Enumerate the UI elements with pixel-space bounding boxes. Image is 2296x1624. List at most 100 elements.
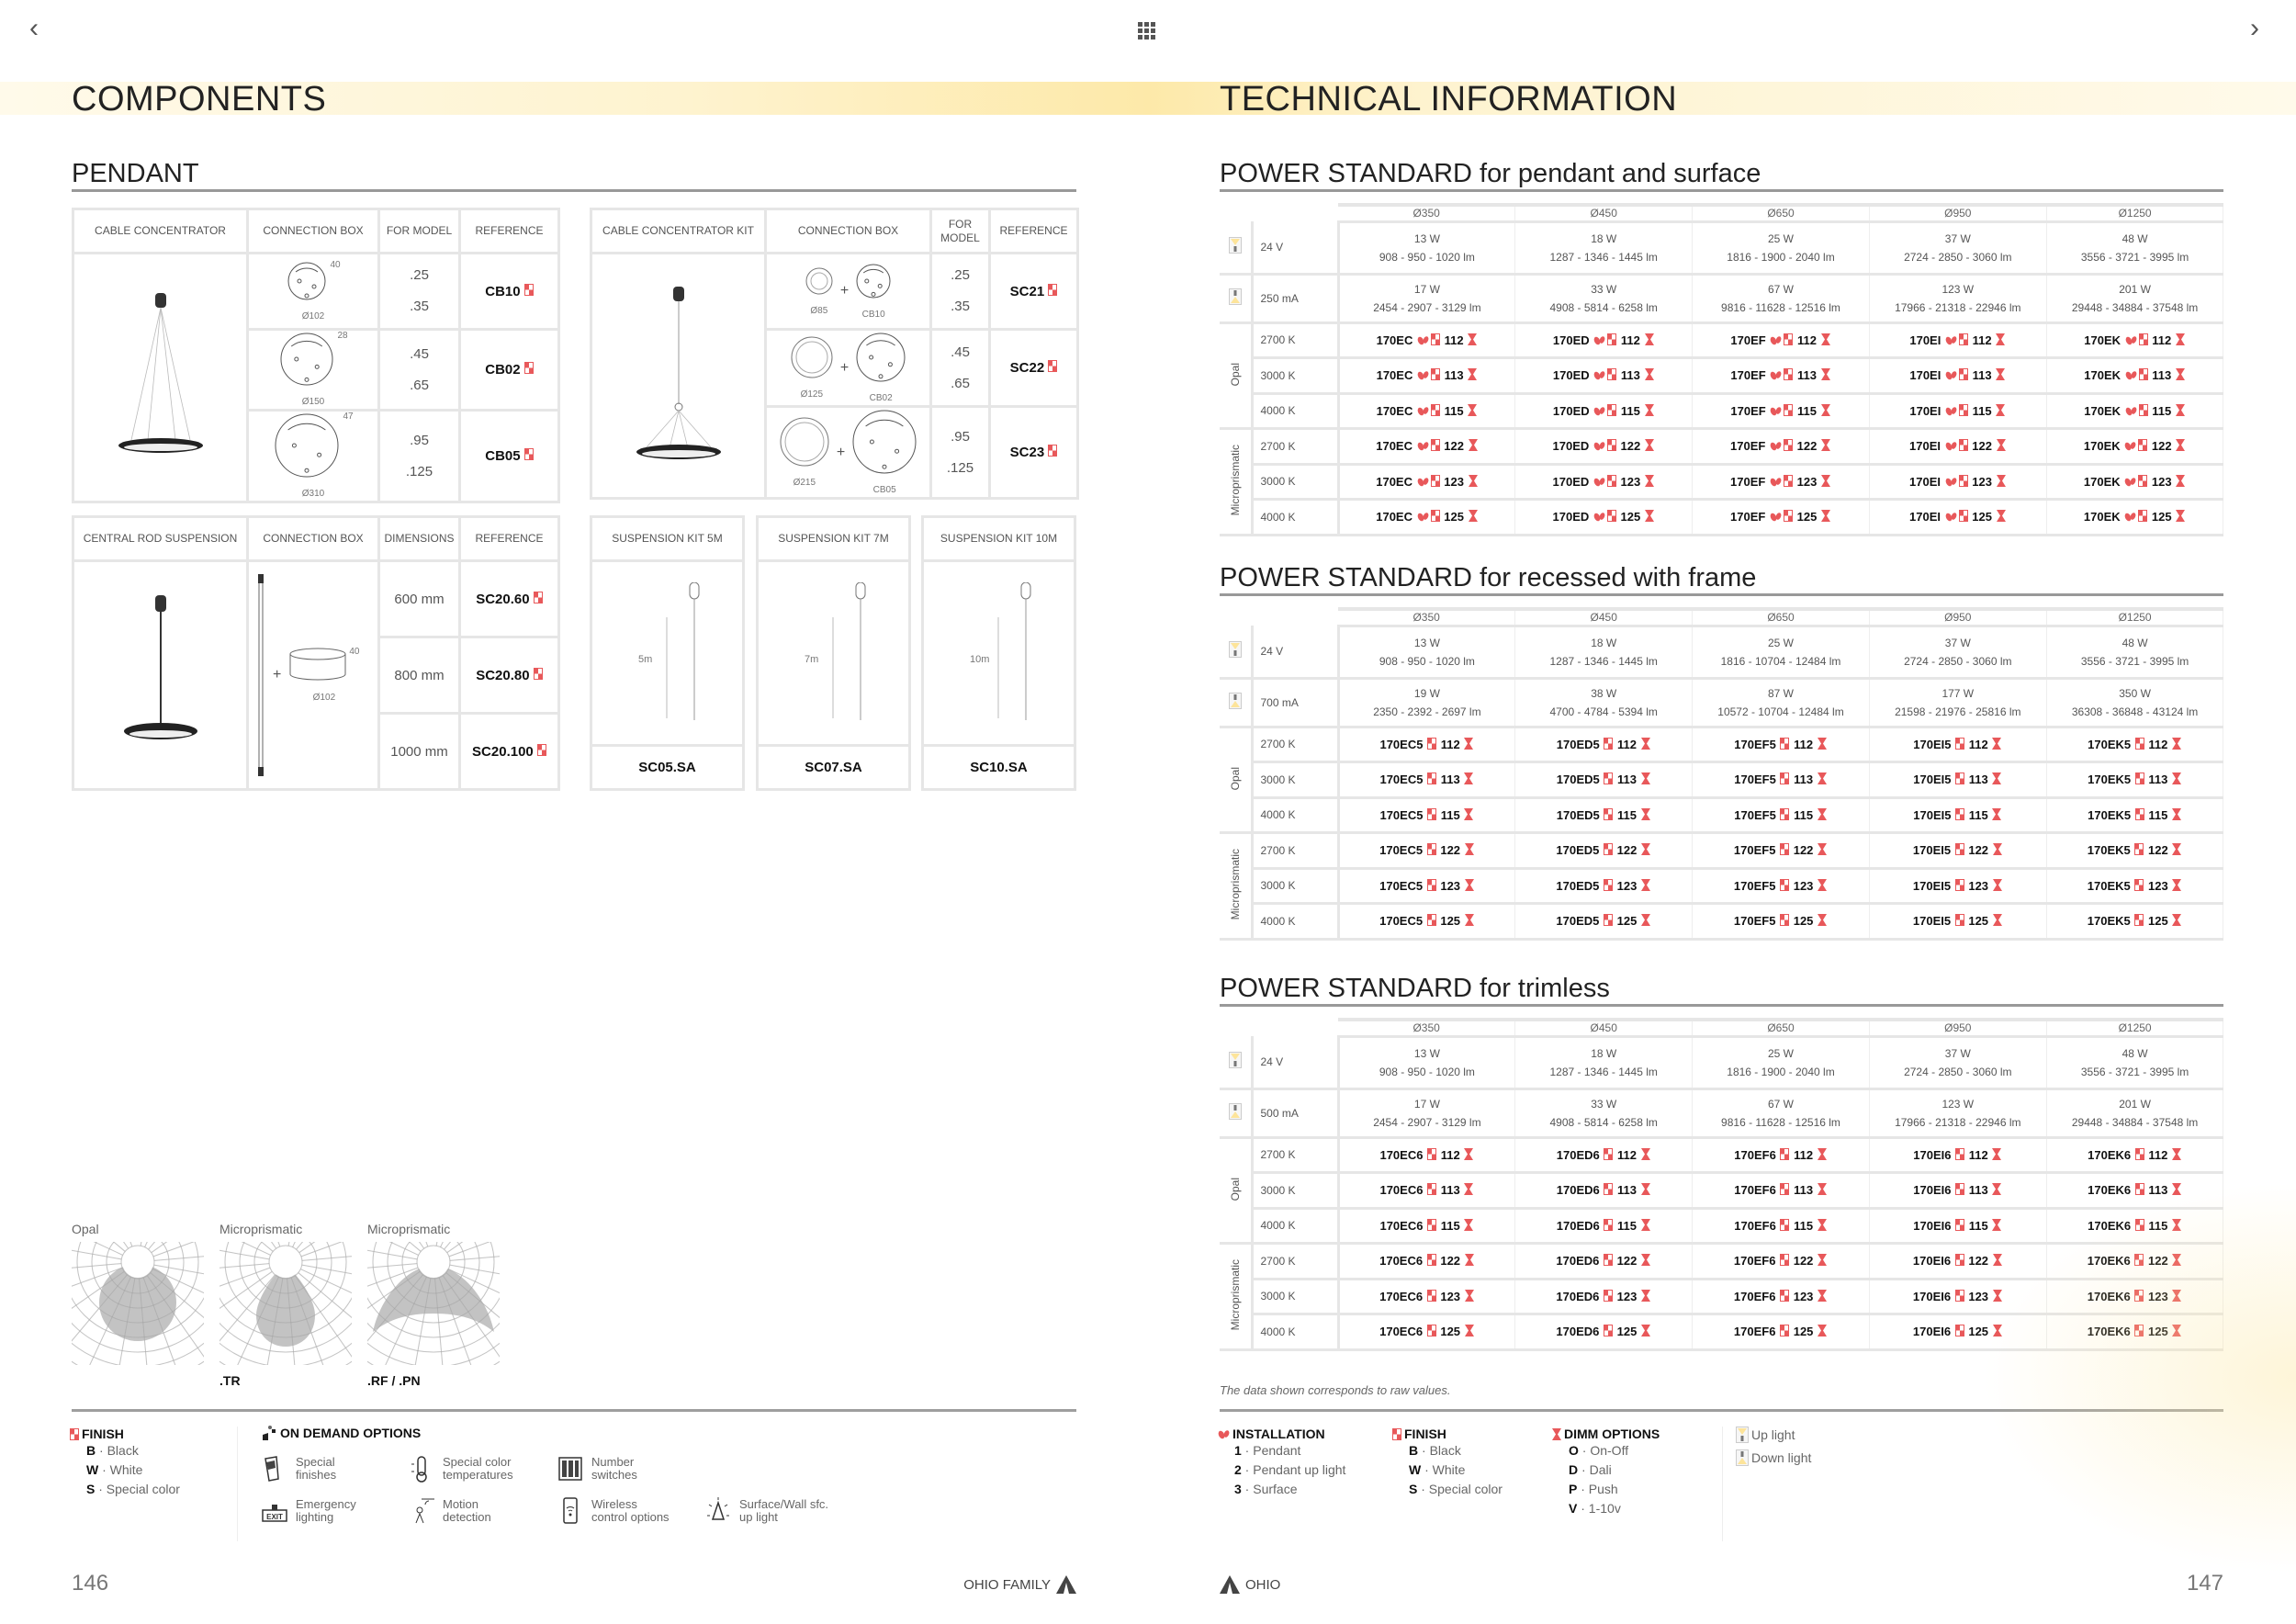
lumen-range: 1287 - 1346 - 1445 lm bbox=[1549, 250, 1658, 264]
legend-value: Black bbox=[1429, 1443, 1461, 1458]
diameter-header: Ø450 bbox=[1514, 203, 1694, 223]
product-code-cell: 170EC 112 bbox=[1338, 322, 1516, 359]
power-cell: 37 W 2724 - 2850 - 3060 lm bbox=[1869, 1036, 2047, 1090]
group-label: Microprismatic bbox=[1228, 445, 1242, 516]
suspension-wire-drawing bbox=[689, 582, 700, 720]
finish-icon bbox=[1604, 1183, 1614, 1196]
finish-icon bbox=[1426, 1325, 1436, 1337]
model-code: 170EF5 bbox=[1733, 914, 1776, 929]
color-temperature: 3000 K bbox=[1252, 464, 1340, 501]
connection-box-drawing bbox=[287, 262, 326, 299]
reference-code: SC10.SA bbox=[970, 760, 1028, 775]
finish-icon bbox=[2134, 878, 2144, 891]
wattage: 201 W bbox=[2119, 282, 2151, 296]
product-code-cell: 170EK5 113 bbox=[2046, 761, 2224, 799]
code-row: 3000 K 170EC 123 170ED 123 170EF 123 170E… bbox=[1220, 464, 2224, 501]
code-suffix: 115 bbox=[1440, 1218, 1460, 1233]
code-suffix: 112 bbox=[1617, 737, 1637, 751]
finish-icon bbox=[1783, 439, 1793, 452]
legend-key: O bbox=[1569, 1443, 1579, 1458]
power-cell: 25 W 1816 - 1900 - 2040 lm bbox=[1692, 221, 1870, 276]
dimming-icon bbox=[1818, 1325, 1828, 1337]
wall-uplight-icon bbox=[707, 1497, 729, 1520]
wattage: 87 W bbox=[1767, 686, 1794, 700]
code-row: 4000 K 170EC 115 170ED 115 170EF 115 170E… bbox=[1220, 393, 2224, 430]
code-suffix: 122 bbox=[1616, 1254, 1638, 1269]
dimming-icon bbox=[1820, 403, 1830, 416]
power-row: 700 mA 19 W 2350 - 2392 - 2697 lm 38 W 4700 … bbox=[1220, 678, 2224, 728]
down-light-icon bbox=[1736, 1449, 1749, 1466]
lumen-range: 29448 - 34884 - 37548 lm bbox=[2071, 300, 2199, 314]
product-code-cell: 170EC 125 bbox=[1338, 499, 1516, 536]
finish-title: FINISH bbox=[1404, 1427, 1446, 1441]
finish-icon bbox=[1784, 403, 1794, 416]
dimm-item: D · Dali bbox=[1569, 1462, 1612, 1477]
lumen-range: 3556 - 3721 - 3995 lm bbox=[2080, 250, 2189, 264]
color-temperature: 2700 K bbox=[1252, 1243, 1340, 1280]
dimming-icon bbox=[1996, 439, 2006, 452]
reference-code: CB10 bbox=[485, 283, 521, 299]
dimming-icon bbox=[1552, 1427, 1561, 1440]
diffuser-code: .RF / .PN bbox=[367, 1373, 421, 1388]
dimming-icon bbox=[1817, 737, 1827, 750]
dimming-icon bbox=[1992, 737, 2002, 750]
installation-icon bbox=[2125, 371, 2137, 380]
model-code: 170ED bbox=[1552, 439, 1590, 454]
power-cell: 201 W 29448 - 34884 - 37548 lm bbox=[2046, 1088, 2224, 1139]
suspension-kits: SUSPENSION KIT 5m 5m SC05.SA SUSPENSION KIT… bbox=[590, 515, 1076, 791]
dimming-icon bbox=[1818, 914, 1828, 927]
dimming-icon bbox=[2172, 1325, 2182, 1337]
model-code: 170ED bbox=[1552, 333, 1590, 347]
code-suffix: 112 bbox=[1794, 1147, 1814, 1162]
power-cell: 25 W 1816 - 1900 - 2040 lm bbox=[1692, 1036, 1870, 1090]
ring-diameter-label: Ø215 bbox=[793, 478, 816, 488]
finish-icon bbox=[2138, 403, 2148, 416]
connection-box-drawing bbox=[852, 410, 917, 474]
dimm-item: P · Push bbox=[1569, 1482, 1618, 1496]
next-page-button[interactable]: › bbox=[2250, 13, 2259, 44]
reference-cell: CB10 bbox=[458, 252, 560, 331]
option-line-2: up light bbox=[739, 1510, 778, 1524]
on-demand-option: Special color temperatures bbox=[408, 1455, 555, 1483]
kit-drawing-cell: 10m bbox=[921, 559, 1076, 747]
ring-diameter-label: Ø85 bbox=[810, 305, 828, 316]
divider bbox=[72, 1409, 1076, 1412]
up-light-icon bbox=[1736, 1427, 1749, 1443]
wattage: 67 W bbox=[1767, 282, 1794, 296]
product-code-cell: 170EC6 125 bbox=[1338, 1314, 1516, 1351]
legend-key: V bbox=[1569, 1501, 1578, 1516]
dimming-icon bbox=[2172, 878, 2182, 891]
code-row: 4000 K 170EC6 125 170ED6 125 170EF6 125 1… bbox=[1220, 1314, 2224, 1351]
previous-page-button[interactable]: ‹ bbox=[29, 13, 39, 44]
suspension-kit-card: SUSPENSION KIT 5m 5m SC05.SA bbox=[590, 515, 745, 791]
product-code-cell: 170EK6 122 bbox=[2046, 1243, 2224, 1280]
grid-menu-button[interactable] bbox=[1138, 22, 1156, 45]
dimming-icon bbox=[1640, 1183, 1650, 1196]
legend-value: Pendant bbox=[1253, 1443, 1301, 1458]
power-row: 24 V 13 W 908 - 950 - 1020 lm 18 W 1287 - 13… bbox=[1220, 626, 2224, 680]
power-table-section: POWER STANDARD for pendant and surface Ø3… bbox=[1220, 160, 2224, 536]
code-suffix: 115 bbox=[1620, 403, 1640, 418]
model-cell: .45 .65 bbox=[377, 328, 461, 412]
product-code-cell: 170ED5 122 bbox=[1514, 832, 1694, 870]
product-code-cell: 170EK 125 bbox=[2046, 499, 2224, 536]
code-suffix: 115 bbox=[1617, 1218, 1637, 1233]
product-code-cell: 170EF5 122 bbox=[1692, 832, 1870, 870]
lumen-range: 17966 - 21318 - 22946 lm bbox=[1895, 1115, 2021, 1129]
dimming-icon bbox=[1996, 510, 2006, 523]
option-line-1: Number bbox=[591, 1455, 635, 1469]
finish-icon bbox=[1430, 439, 1440, 452]
dimming-icon bbox=[1992, 914, 2002, 927]
finish-icon bbox=[2134, 1218, 2144, 1231]
code-suffix: 125 bbox=[2148, 1325, 2168, 1339]
model-code: 170EK6 bbox=[2087, 1254, 2131, 1269]
finish-icon bbox=[1604, 1147, 1614, 1160]
down-light-icon bbox=[1228, 1103, 1242, 1120]
code-suffix: 125 bbox=[1968, 1325, 1989, 1339]
product-code-cell: 170EF5 123 bbox=[1692, 868, 1870, 905]
diameter-header: Ø350 bbox=[1338, 607, 1516, 627]
product-code-cell: 170EK5 112 bbox=[2046, 727, 2224, 763]
model-code: 170EI6 bbox=[1913, 1183, 1952, 1198]
finish-value: Black bbox=[107, 1443, 139, 1458]
lumen-range: 9816 - 11628 - 12516 lm bbox=[1721, 1115, 1840, 1129]
